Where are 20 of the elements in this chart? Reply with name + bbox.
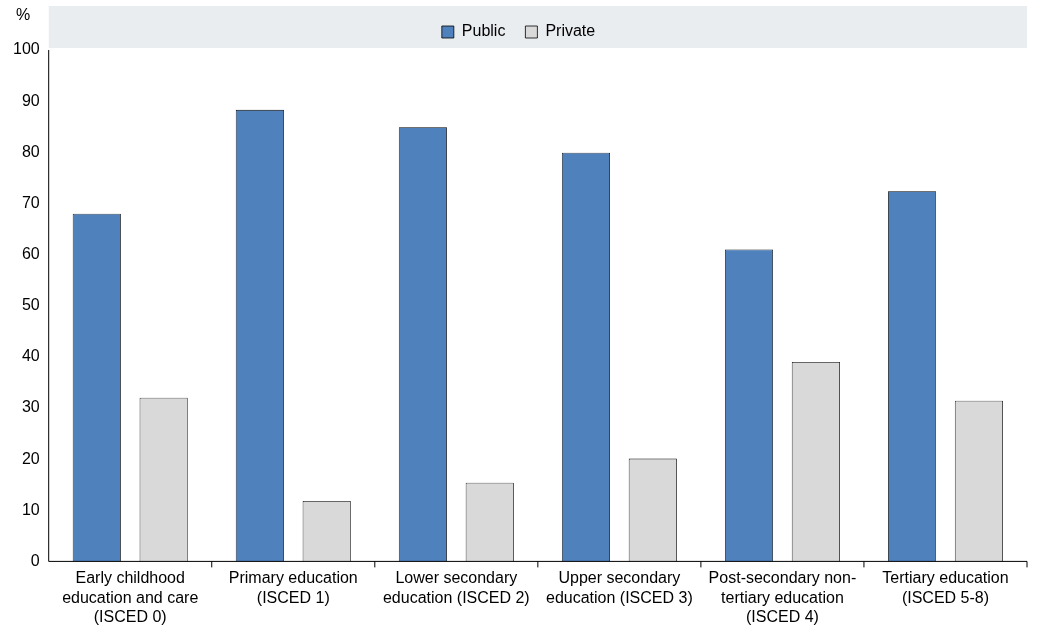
x-tick-label: Upper secondary education (ISCED 3) [546, 569, 693, 606]
y-tick-label: 90 [21, 91, 40, 109]
y-tick-label: 50 [21, 296, 40, 314]
y-tick-label: 30 [21, 398, 40, 416]
y-axis-title: % [16, 6, 31, 24]
x-tick-label: Primary education (ISCED 1) [228, 569, 358, 606]
x-tick-label: Lower secondary education (ISCED 2) [382, 569, 530, 606]
x-tick-label: Tertiary education (ISCED 5-8) [882, 569, 1009, 606]
legend-label: Public [461, 22, 506, 40]
x-tick-label: Early childhood education and care (ISCED 0) [62, 569, 199, 625]
legend-label: Private [545, 22, 596, 40]
x-tick-label: Post-secondary non-tertiary education (ISCED 4) [708, 569, 857, 625]
y-tick-label: 70 [21, 193, 40, 211]
y-tick-label: 60 [21, 244, 40, 262]
y-tick-label: 100 [12, 40, 40, 58]
y-tick-label: 10 [21, 500, 40, 518]
y-tick-label: 0 [30, 551, 40, 569]
y-tick-label: 20 [21, 449, 40, 467]
y-tick-label: 80 [21, 142, 40, 160]
y-tick-label: 40 [21, 347, 40, 365]
